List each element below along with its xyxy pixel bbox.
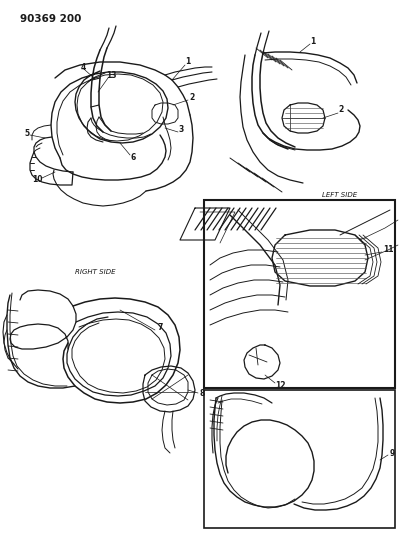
- Text: 8: 8: [200, 389, 205, 398]
- Text: 2: 2: [338, 106, 344, 115]
- Text: 12: 12: [275, 382, 285, 391]
- Text: 5: 5: [24, 128, 30, 138]
- Text: 11: 11: [383, 246, 393, 254]
- Text: 90369 200: 90369 200: [20, 14, 81, 24]
- Text: 13: 13: [106, 70, 116, 79]
- Text: 1: 1: [310, 36, 316, 45]
- Text: 6: 6: [130, 152, 136, 161]
- Text: 7: 7: [157, 324, 163, 333]
- Text: 9: 9: [389, 448, 395, 457]
- Text: 1: 1: [186, 58, 191, 67]
- Text: RIGHT SIDE: RIGHT SIDE: [75, 269, 115, 275]
- Bar: [204, 390, 395, 528]
- Text: 4: 4: [80, 62, 86, 71]
- Text: 10: 10: [32, 175, 42, 184]
- Text: 3: 3: [178, 125, 184, 134]
- Bar: [204, 200, 395, 388]
- Text: 2: 2: [190, 93, 195, 102]
- Text: LEFT SIDE: LEFT SIDE: [322, 192, 358, 198]
